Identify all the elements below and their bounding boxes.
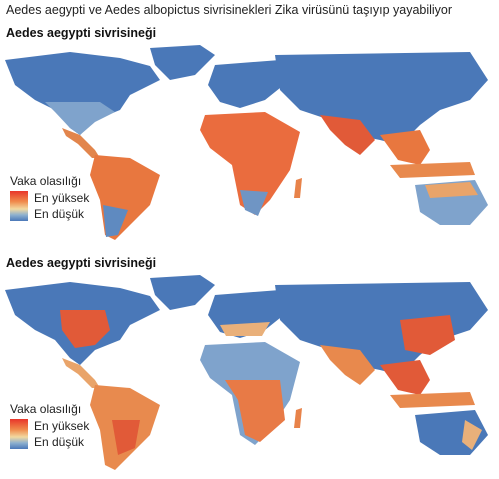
world-map xyxy=(5,275,488,470)
asia xyxy=(275,282,488,375)
indonesia xyxy=(390,162,475,178)
page-title: Aedes aegypti ve Aedes albopictus sivris… xyxy=(6,3,453,17)
greenland xyxy=(150,275,215,310)
legend: Vaka olasılığı En yüksek En düşük xyxy=(10,402,89,449)
indonesia xyxy=(390,392,475,408)
legend-low-label: En düşük xyxy=(34,207,85,221)
australia-north xyxy=(425,182,478,198)
legend-color-bar xyxy=(10,419,28,449)
legend-color-bar xyxy=(10,191,28,221)
southeast-asia xyxy=(380,360,430,395)
map-panel-aegypti: Aedes aegypti sivrisineği xyxy=(0,22,499,244)
southeast-asia xyxy=(380,130,430,165)
legend-high-label: En yüksek xyxy=(34,419,90,433)
legend-low-label: En düşük xyxy=(34,435,85,449)
legend-high-label: En yüksek xyxy=(34,191,90,205)
south-asia xyxy=(320,115,375,155)
south-america xyxy=(90,155,160,240)
legend-title: Vaka olasılığı xyxy=(10,402,82,416)
panel-title: Aedes aegypti sivrisineği xyxy=(6,26,157,40)
greenland xyxy=(150,45,215,80)
world-map xyxy=(5,45,488,240)
map-panel-albopictus: Aedes aegypti sivrisineği Vaka olasılığı xyxy=(0,252,499,474)
legend: Vaka olasılığı En yüksek En düşük xyxy=(10,174,89,221)
asia xyxy=(275,52,488,145)
australia-east xyxy=(462,420,482,450)
south-america-south xyxy=(103,205,128,237)
central-america xyxy=(62,358,100,388)
madagascar xyxy=(294,178,302,198)
panel-title: Aedes aegypti sivrisineği xyxy=(6,256,157,270)
legend-title: Vaka olasılığı xyxy=(10,174,82,188)
south-america-southeast xyxy=(112,420,140,455)
north-america-landmass xyxy=(5,52,160,135)
south-asia xyxy=(320,345,375,385)
europe xyxy=(208,60,290,108)
madagascar xyxy=(294,408,302,428)
east-asia xyxy=(400,315,455,355)
africa xyxy=(200,112,300,215)
africa-central xyxy=(225,380,285,442)
africa-south xyxy=(240,190,268,216)
eastern-us xyxy=(60,310,110,348)
southern-europe xyxy=(220,322,270,336)
north-america-south-band xyxy=(45,102,115,135)
central-america xyxy=(62,128,100,158)
